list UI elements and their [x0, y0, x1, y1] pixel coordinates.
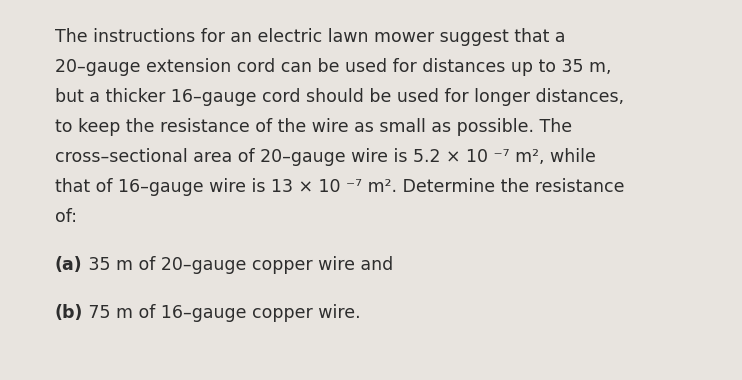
Text: cross–sectional area of 20–gauge wire is 5.2 × 10 ⁻⁷ m², while: cross–sectional area of 20–gauge wire is…: [55, 148, 596, 166]
Text: but a thicker 16–gauge cord should be used for longer distances,: but a thicker 16–gauge cord should be us…: [55, 88, 624, 106]
Text: (b): (b): [55, 304, 83, 322]
Text: 20–gauge extension cord can be used for distances up to 35 m,: 20–gauge extension cord can be used for …: [55, 58, 611, 76]
Text: of:: of:: [55, 208, 77, 226]
Text: 35 m of 20–gauge copper wire and: 35 m of 20–gauge copper wire and: [83, 256, 393, 274]
Text: 75 m of 16–gauge copper wire.: 75 m of 16–gauge copper wire.: [83, 304, 361, 322]
Text: The instructions for an electric lawn mower suggest that a: The instructions for an electric lawn mo…: [55, 28, 565, 46]
Text: to keep the resistance of the wire as small as possible. The: to keep the resistance of the wire as sm…: [55, 118, 572, 136]
Text: (a): (a): [55, 256, 82, 274]
Text: that of 16–gauge wire is 13 × 10 ⁻⁷ m². Determine the resistance: that of 16–gauge wire is 13 × 10 ⁻⁷ m². …: [55, 178, 625, 196]
